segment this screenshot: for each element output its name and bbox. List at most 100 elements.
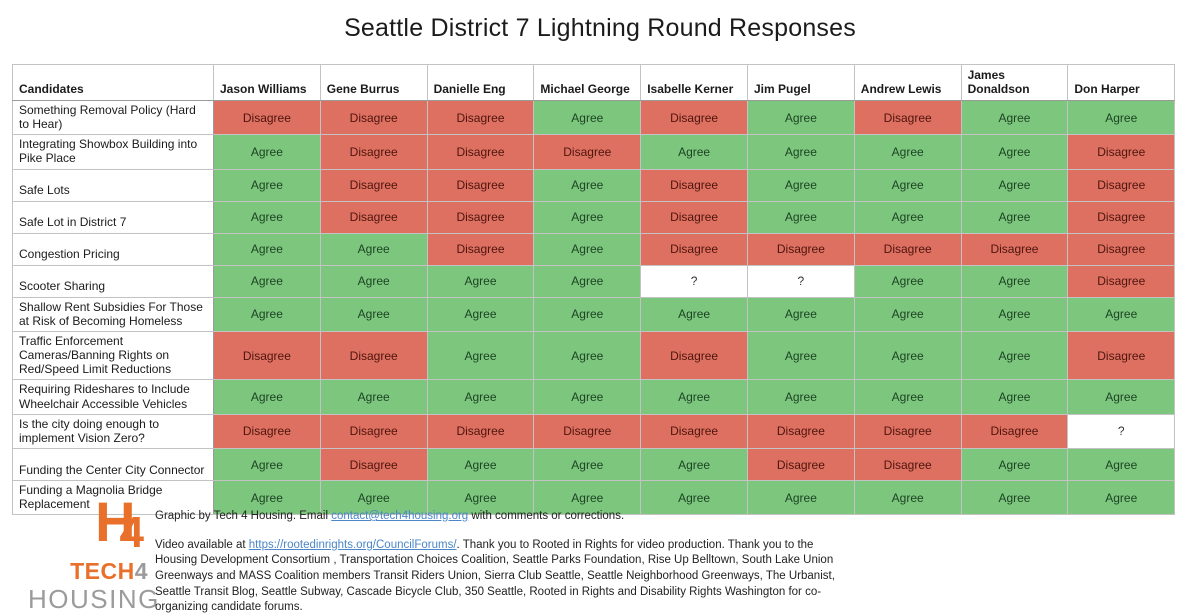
row-label: Funding the Center City Connector [12, 448, 214, 482]
response-cell: Agree [746, 379, 855, 415]
table-row: Is the city doing enough to implement Vi… [12, 413, 1176, 450]
response-cell: Disagree [1067, 134, 1176, 170]
logo-word-4: 4 [134, 558, 148, 584]
table-row: Scooter Sharing Agree Agree Agree Agree?? Agr… [12, 264, 1176, 298]
table-row: Safe Lots Agree Disagree Disagree Agree Disag… [12, 168, 1176, 202]
response-cell: Agree [319, 480, 428, 516]
response-cell: Agree [746, 168, 855, 202]
response-cell: Disagree [319, 330, 428, 381]
response-cell: Disagree [853, 448, 962, 482]
row-label: Requiring Rideshares to Include Wheelcha… [12, 379, 214, 415]
responses-table: Candidates Jason Williams Gene Burrus Dani… [12, 64, 1176, 516]
response-cell: Agree [533, 200, 642, 234]
candidate-header: Jason Williams [213, 64, 321, 101]
page-title: Seattle District 7 Lightning Round Respo… [344, 14, 856, 42]
response-cell: Agree [426, 448, 535, 482]
response-cell: Agree [213, 200, 321, 234]
response-cell: Disagree [640, 232, 748, 266]
logo-word-housing: HOUSING [28, 584, 160, 614]
response-cell: Agree [746, 330, 855, 381]
row-label: Traffic Enforcement Cameras/Banning Righ… [12, 330, 214, 381]
response-cell: Disagree [640, 99, 748, 136]
response-cell: Disagree [746, 413, 855, 450]
response-cell: Agree [533, 296, 642, 332]
response-cell: Disagree [426, 134, 535, 170]
response-cell: ? [640, 264, 748, 298]
response-cell: Disagree [319, 168, 428, 202]
response-cell: Agree [960, 296, 1069, 332]
response-cell: Agree [746, 480, 855, 516]
response-cell: Disagree [319, 448, 428, 482]
response-cell: Agree [746, 200, 855, 234]
table-row: Requiring Rideshares to Include Wheelcha… [12, 379, 1176, 415]
response-cell: Agree [853, 296, 962, 332]
candidate-header: Jim Pugel [746, 64, 855, 101]
response-cell: Agree [533, 99, 642, 136]
response-cell: Agree [426, 330, 535, 381]
response-cell: Agree [213, 480, 321, 516]
response-cell: Agree [1067, 99, 1176, 136]
response-cell: Disagree [213, 330, 321, 381]
row-label: Scooter Sharing [12, 264, 214, 298]
response-cell: Agree [640, 379, 748, 415]
response-cell: Agree [746, 99, 855, 136]
response-cell: Disagree [746, 448, 855, 482]
logo-word-tech4: TECH4 [28, 560, 158, 583]
table-row: Integrating Showbox Building into Pike P… [12, 134, 1176, 170]
response-cell: Disagree [426, 168, 535, 202]
response-cell: Disagree [853, 413, 962, 450]
response-cell: Agree [213, 134, 321, 170]
row-label: Something Removal Policy (Hard to Hear) [12, 99, 214, 136]
response-cell: Agree [960, 168, 1069, 202]
credit-post: with comments or corrections. [468, 510, 625, 522]
email-link[interactable]: contact@tech4housing.org [331, 510, 469, 522]
response-cell: Agree [213, 296, 321, 332]
response-cell: Agree [1067, 379, 1176, 415]
credit-line: Graphic by Tech 4 Housing. Email contact… [155, 509, 855, 525]
response-cell: Agree [533, 480, 642, 516]
response-cell: Disagree [213, 99, 321, 136]
response-cell: Agree [746, 296, 855, 332]
response-cell: Agree [960, 379, 1069, 415]
response-cell: Agree [426, 264, 535, 298]
response-cell: Disagree [640, 330, 748, 381]
logo-mark-h: H [95, 490, 136, 553]
row-label: Is the city doing enough to implement Vi… [12, 413, 214, 450]
response-cell: Disagree [426, 232, 535, 266]
footer-text: Graphic by Tech 4 Housing. Email contact… [155, 509, 855, 614]
logo-h4-mark-icon: H4 [28, 494, 158, 556]
response-cell: Agree [640, 134, 748, 170]
table-row: Safe Lot in District 7 Agree Disagree Disag… [12, 200, 1176, 234]
tech4housing-logo: H4 TECH4 HOUSING [28, 494, 158, 613]
response-cell: Agree [533, 232, 642, 266]
response-cell: Agree [319, 264, 428, 298]
row-label: Safe Lots [12, 168, 214, 202]
response-cell: Disagree [1067, 168, 1176, 202]
response-cell: Agree [853, 134, 962, 170]
response-cell: ? [746, 264, 855, 298]
response-cell: Agree [213, 168, 321, 202]
response-cell: Agree [533, 379, 642, 415]
response-cell: Agree [319, 379, 428, 415]
response-cell: Disagree [640, 168, 748, 202]
response-cell: Disagree [1067, 330, 1176, 381]
response-cell: Agree [960, 134, 1069, 170]
candidate-header: Isabelle Kerner [640, 64, 748, 101]
row-label: Shallow Rent Subsidies For Those at Risk… [12, 296, 214, 332]
response-cell: Disagree [1067, 232, 1176, 266]
table-row: Something Removal Policy (Hard to Hear) D… [12, 99, 1176, 136]
candidate-header: Michael George [533, 64, 642, 101]
response-cell: Disagree [319, 413, 428, 450]
response-cell: Agree [319, 296, 428, 332]
candidate-header: Danielle Eng [426, 64, 535, 101]
response-cell: Agree [960, 99, 1069, 136]
response-cell: Disagree [640, 413, 748, 450]
video-url-link[interactable]: https://rootedinrights.org/CouncilForums… [248, 538, 457, 551]
response-cell: Agree [426, 296, 535, 332]
video-pre: Video available at [155, 538, 249, 551]
response-cell: Agree [960, 264, 1069, 298]
response-cell: Agree [960, 448, 1069, 482]
row-label: Funding a Magnolia Bridge Replacement [12, 480, 214, 516]
response-cell: Disagree [426, 200, 535, 234]
